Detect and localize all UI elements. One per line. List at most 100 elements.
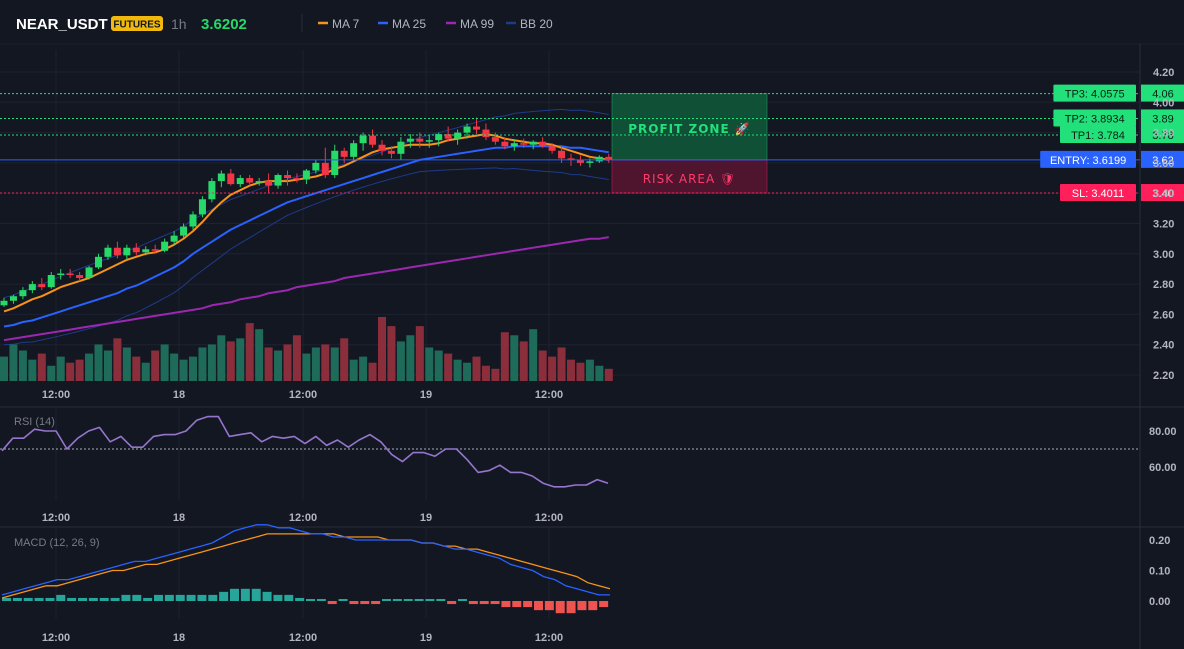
symbol-title[interactable]: NEAR_USDT	[16, 16, 108, 33]
time-tick-label: 12:00	[535, 512, 563, 524]
futures-badge	[111, 16, 163, 31]
volume-bar	[122, 347, 131, 381]
candle-body	[28, 284, 36, 291]
macd-hist-bar	[414, 599, 424, 601]
volume-bar	[444, 353, 453, 381]
level-tag-sl	[1060, 184, 1136, 202]
macd-hist-bar	[306, 599, 315, 601]
macd-hist-bar	[45, 597, 55, 601]
volume-bar	[472, 356, 481, 381]
axis-tag-sl	[1141, 184, 1184, 202]
macd-hist-bar	[88, 597, 98, 601]
level-label-tp1: TP1: 3.784	[1071, 130, 1125, 142]
candle-body	[132, 247, 140, 253]
volume-bar	[75, 359, 84, 381]
macd-hist-bar	[349, 601, 359, 605]
price-tick-label: 3.60	[1153, 158, 1174, 170]
macd-hist-bar	[490, 601, 500, 605]
macd-hist-bar	[425, 599, 435, 601]
volume-bar	[103, 350, 112, 381]
level-label-tp2: TP2: 3.8934	[1065, 113, 1125, 125]
candle-body	[104, 247, 112, 257]
candle-body	[340, 150, 348, 157]
candle-body	[312, 162, 320, 171]
level-tag-tp2	[1053, 109, 1136, 127]
level-label-sl: SL: 3.4011	[1072, 188, 1124, 200]
candle-body	[491, 137, 499, 142]
volume-bar	[396, 341, 405, 381]
price-tick-label: 3.20	[1153, 219, 1174, 231]
level-label-tp3: TP3: 4.0575	[1065, 89, 1125, 101]
last-price: 3.6202	[201, 16, 247, 33]
candle-body	[274, 175, 282, 186]
candle-body	[170, 235, 178, 242]
volume-bar	[37, 353, 46, 381]
ma25-line	[3, 145, 609, 328]
volume-bar	[226, 341, 235, 381]
macd-hist-bar	[154, 594, 163, 601]
bb-upper-line	[3, 108, 609, 299]
time-tick-label: 12:00	[289, 512, 317, 524]
volume-bar	[415, 326, 424, 381]
candle-body	[236, 178, 244, 185]
macd-tick-label: 0.10	[1149, 566, 1170, 578]
profit-zone-label: PROFIT ZONE 🚀	[628, 122, 751, 136]
axis-tag-label-entry: 3.62	[1152, 155, 1173, 167]
volume-bar	[491, 368, 500, 381]
volume-bar	[321, 344, 330, 381]
candle-body	[57, 273, 65, 276]
candle-body	[435, 134, 443, 141]
candle-body	[95, 256, 102, 268]
volume-bar	[264, 347, 273, 381]
time-tick-label: 12:00	[289, 632, 317, 644]
volume-bar	[557, 347, 566, 381]
time-tick-label: 12:00	[289, 389, 317, 401]
price-tick-label: 3.40	[1153, 188, 1174, 200]
macd-pane[interactable]: MACD (12, 26, 9) 0.20 0.10 0.00	[1, 524, 1170, 614]
volume-bar	[283, 344, 292, 381]
candle-body	[548, 146, 556, 151]
candle-body	[331, 150, 339, 176]
volume-bar	[311, 347, 320, 381]
timeframe-selector[interactable]: 1h	[171, 16, 187, 32]
candle-body	[321, 162, 329, 176]
bollinger-bands	[3, 108, 609, 346]
macd-hist-bar	[284, 594, 294, 601]
rsi-tick-label: 60.00	[1149, 462, 1177, 474]
candle-body	[595, 156, 603, 162]
level-tag-tp1	[1060, 126, 1136, 144]
macd-hist-bar	[34, 597, 44, 601]
volume-bar	[217, 335, 226, 381]
macd-hist-bar	[78, 597, 87, 601]
axis-tag-tp1	[1141, 126, 1184, 144]
volume-bar	[434, 350, 443, 381]
volume-bar	[151, 350, 160, 381]
candle-body	[378, 144, 386, 151]
legend-label-1: MA 25	[392, 17, 426, 31]
volume-bar	[529, 329, 538, 381]
time-tick-label: 18	[173, 632, 185, 644]
macd-hist-bar	[468, 601, 478, 605]
rsi-pane[interactable]: RSI (14) 80.00 60.00	[0, 415, 1177, 488]
volume-bar	[198, 347, 207, 381]
candle-body	[76, 275, 84, 279]
macd-hist-bar	[186, 594, 196, 601]
axis-tag-label-sl: 3.40	[1152, 188, 1173, 200]
rsi-line	[1, 415, 609, 488]
candle-body	[189, 214, 197, 227]
macd-hist-bar	[316, 599, 326, 601]
macd-hist-bar	[566, 601, 576, 614]
candle-body	[0, 300, 8, 306]
volume-bar	[207, 344, 216, 381]
candle-body	[444, 134, 452, 139]
price-tick-label: 2.40	[1153, 340, 1174, 352]
volume-bar	[595, 365, 604, 381]
volume-bar	[56, 356, 65, 381]
macd-hist-bar	[251, 588, 261, 601]
volume-bar	[340, 338, 349, 381]
candle-body	[47, 275, 55, 288]
macd-hist-bar	[99, 597, 109, 601]
candle-body	[350, 143, 358, 157]
